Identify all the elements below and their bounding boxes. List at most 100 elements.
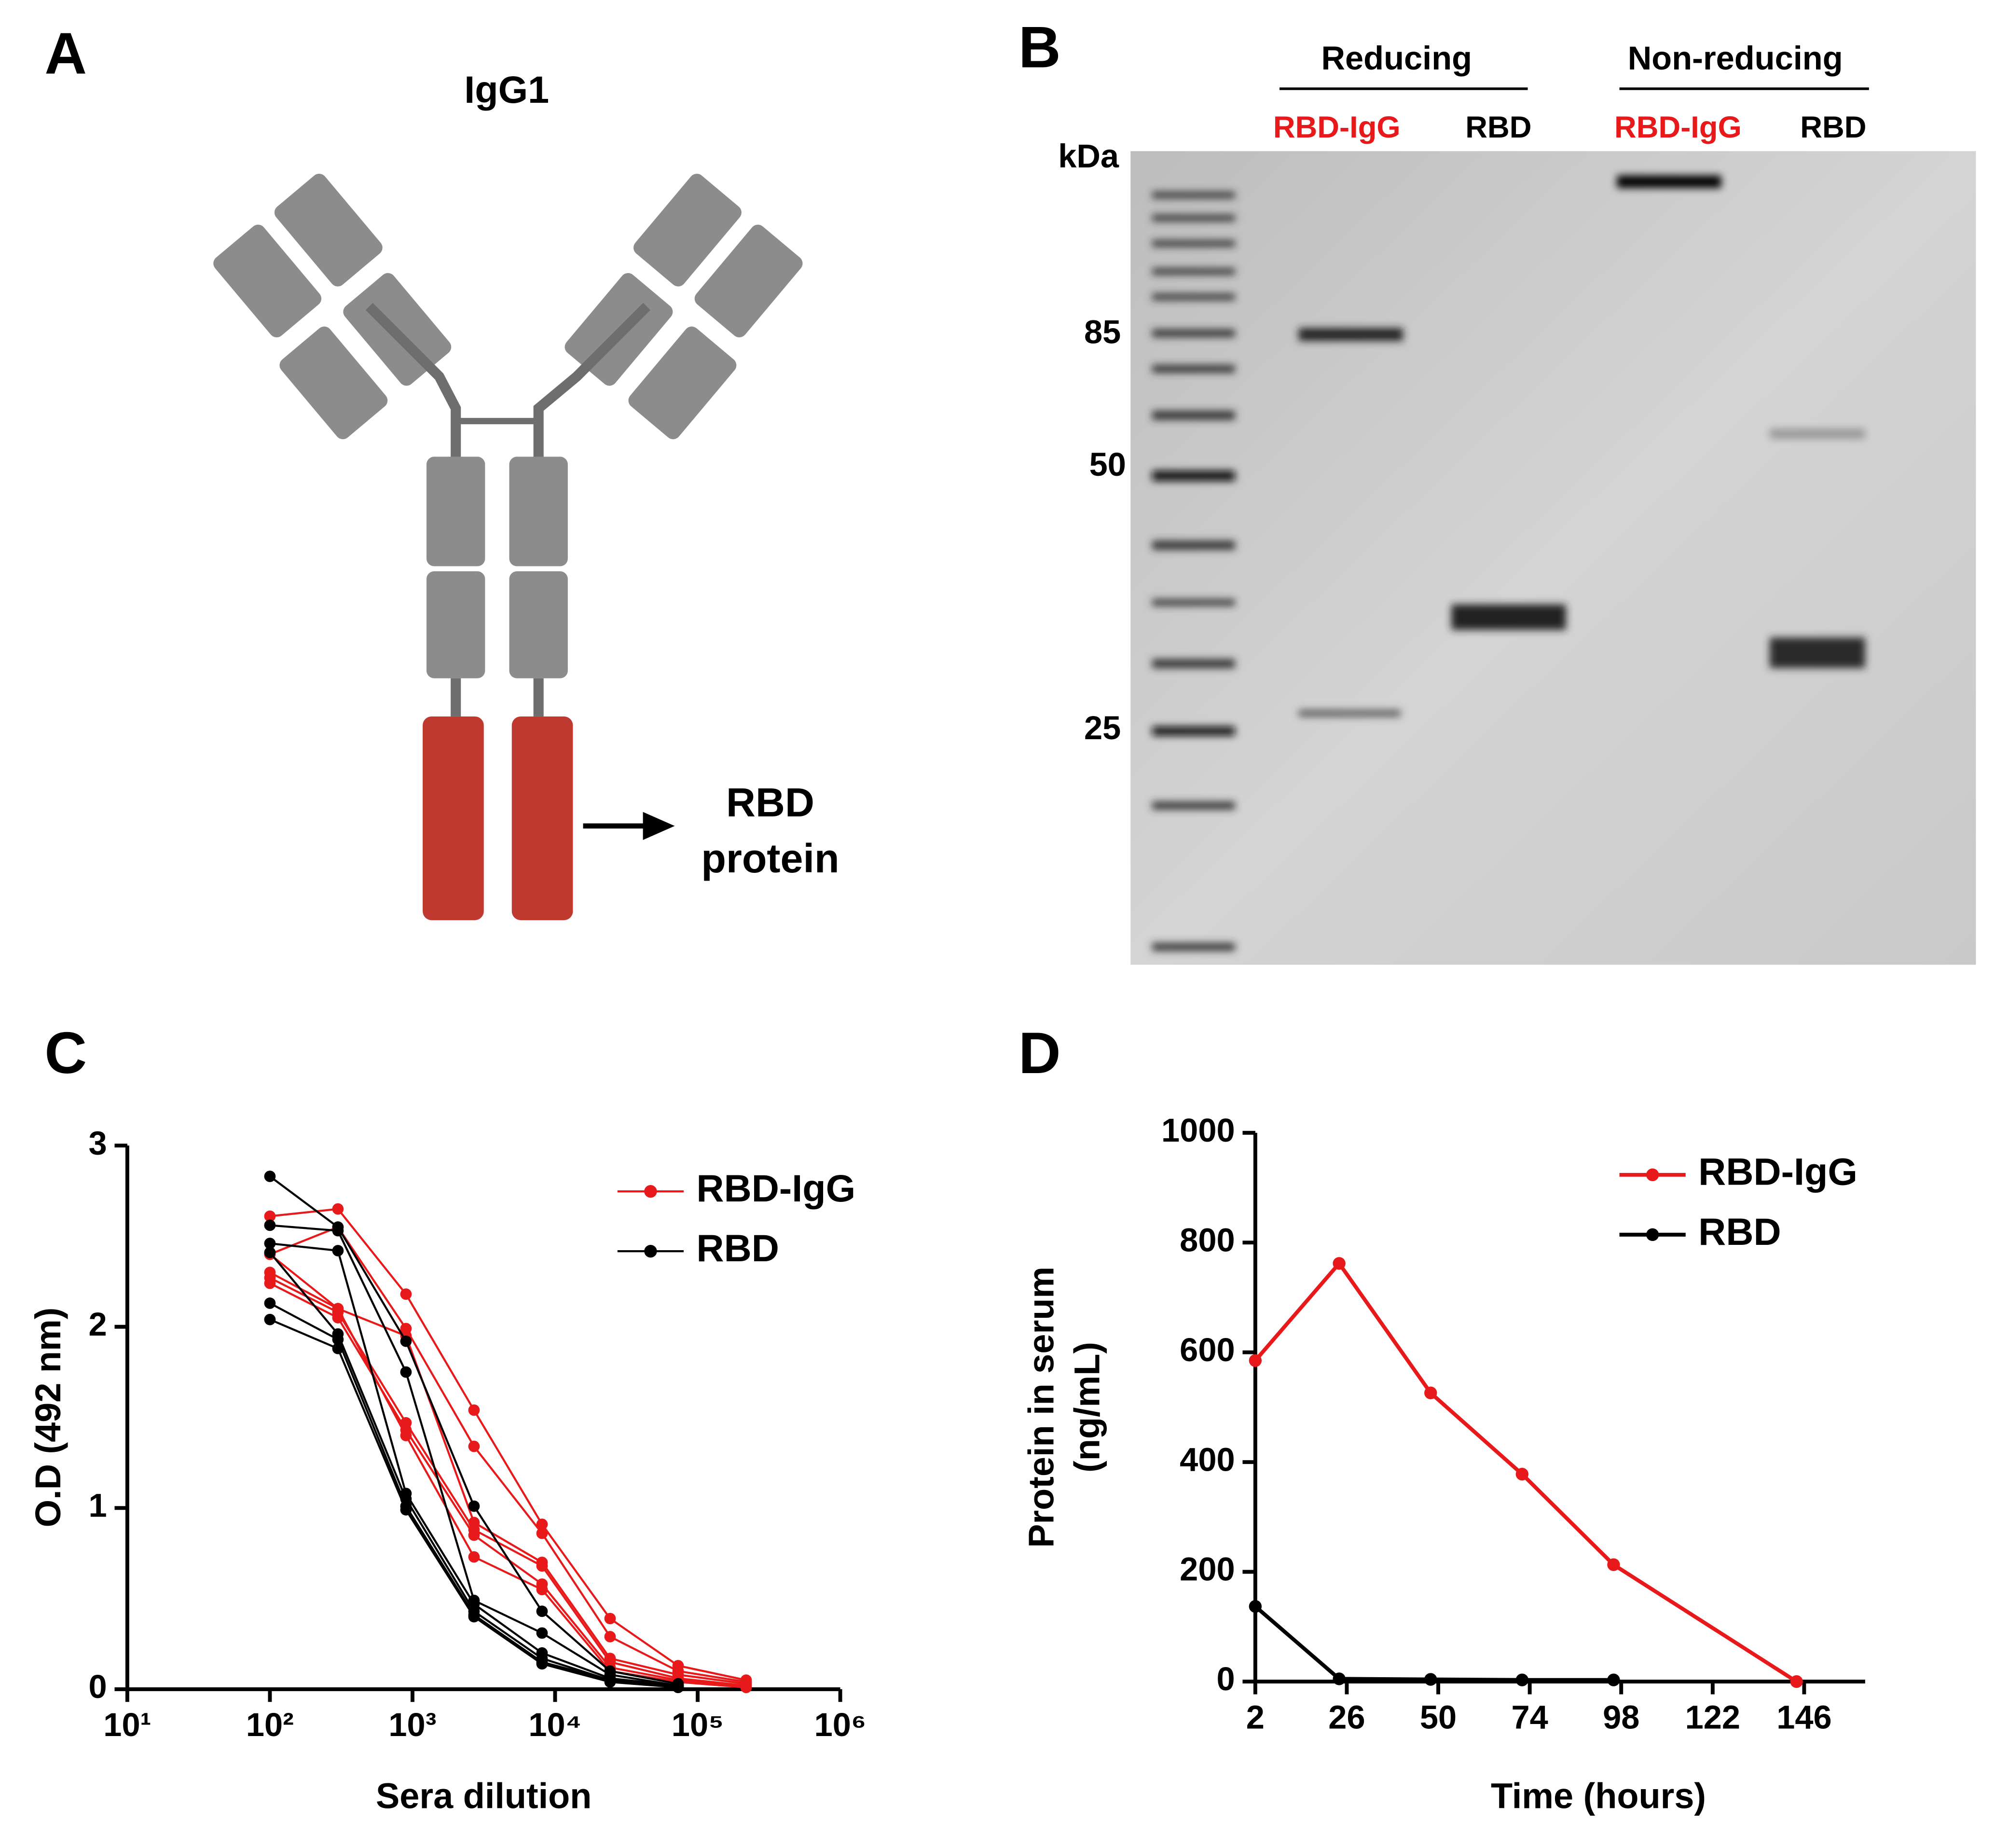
data-point [604, 1631, 616, 1642]
data-line [269, 1226, 746, 1683]
legend-label: RBD-IgG [1698, 1150, 1857, 1193]
data-point [468, 1500, 480, 1512]
data-line [1254, 1605, 1614, 1682]
x-tick-label: 26 [1328, 1698, 1365, 1736]
y-tick-label: 1000 [1161, 1112, 1235, 1149]
y-tick-label: 800 [1180, 1221, 1235, 1258]
x-axis-title: Time (hours) [1491, 1776, 1706, 1816]
data-point [400, 1288, 412, 1300]
y-tick-label: 3 [89, 1124, 107, 1161]
data-point [604, 1613, 616, 1625]
y-axis-title: Protein in serum [1021, 1267, 1061, 1548]
data-line [269, 1271, 746, 1685]
x-tick-label: 98 [1603, 1698, 1639, 1736]
y-tick-label: 400 [1180, 1441, 1235, 1478]
data-point [1249, 1354, 1262, 1367]
data-point [264, 1238, 276, 1249]
data-point [1249, 1600, 1262, 1613]
data-line [269, 1302, 678, 1689]
data-point [468, 1551, 480, 1563]
data-point [400, 1504, 412, 1516]
data-point [332, 1245, 344, 1256]
marker-label: 50 [1089, 446, 1126, 483]
data-point [536, 1584, 548, 1596]
data-line [270, 1208, 746, 1682]
data-point [264, 1210, 276, 1222]
x-tick-label: 146 [1776, 1698, 1831, 1736]
data-point [332, 1342, 344, 1354]
data-point [672, 1682, 684, 1694]
marker-label: 25 [1084, 709, 1121, 746]
x-tick-label: 10⁴ [528, 1706, 581, 1743]
data-point [604, 1676, 616, 1688]
antibody-diagram: IgG1 RBD protein [213, 68, 839, 921]
x-tick-label: 10¹ [103, 1706, 151, 1743]
data-point [332, 1334, 344, 1345]
lane-label: RBD [1465, 110, 1531, 144]
data-point [264, 1219, 276, 1231]
data-point [1790, 1675, 1803, 1688]
data-point [264, 1313, 276, 1325]
data-point [264, 1297, 276, 1309]
gel-group: Reducing [1321, 40, 1472, 77]
legend-label: RBD [1698, 1210, 1781, 1253]
x-tick-label: 50 [1420, 1698, 1457, 1736]
x-tick-label: 10⁶ [814, 1706, 867, 1743]
y-axis-title: (ng/mL) [1067, 1342, 1107, 1473]
diagram-title: IgG1 [464, 68, 549, 111]
panel-label: D [1018, 1020, 1061, 1086]
y-tick-label: 0 [1216, 1660, 1235, 1697]
legend-label: RBD-IgG [696, 1167, 855, 1210]
data-point [536, 1528, 548, 1539]
data-point [740, 1682, 752, 1694]
panel-label: C [44, 1020, 87, 1086]
panel-label: A [44, 21, 87, 86]
chart: 0 200 400 600 800 1000 2 26 50 74 98 122 146 Time (ho… [1021, 1112, 1865, 1816]
data-point [1515, 1467, 1529, 1481]
x-axis-title: Sera dilution [376, 1776, 592, 1816]
data-point [332, 1225, 344, 1237]
legend-marker [1646, 1228, 1659, 1241]
data-line [269, 1253, 746, 1689]
legend-marker [644, 1244, 657, 1258]
y-axis-title: O.D (492 nm) [28, 1308, 68, 1528]
y-tick-label: 600 [1180, 1331, 1235, 1368]
data-point [536, 1560, 548, 1572]
gel-group: Non-reducing [1628, 40, 1843, 77]
lane-label: RBD-IgG [1614, 110, 1742, 144]
data-point [1424, 1386, 1437, 1400]
data-point [332, 1203, 344, 1215]
data-point [1607, 1673, 1620, 1686]
y-tick-label: 2 [89, 1306, 107, 1343]
data-point [400, 1335, 412, 1347]
data-point [536, 1627, 548, 1639]
diagram-label: protein [701, 836, 839, 881]
data-point [536, 1605, 548, 1617]
data-point [1424, 1673, 1437, 1686]
data-point [536, 1658, 548, 1670]
x-tick-label: 122 [1685, 1698, 1740, 1736]
data-point [536, 1518, 548, 1531]
chart: 0 1 2 3 10¹ 10² 10³ 10⁴ 10⁵ 10⁶ Sera dilution O.D (… [28, 1124, 866, 1816]
data-point [264, 1277, 276, 1289]
x-tick-label: 10² [246, 1706, 294, 1743]
legend-marker [1646, 1168, 1659, 1182]
x-tick-label: 74 [1511, 1698, 1548, 1736]
data-point [400, 1366, 412, 1378]
y-tick-label: 1 [89, 1487, 107, 1524]
y-tick-label: 0 [89, 1668, 107, 1705]
y-tick-label: 200 [1180, 1551, 1235, 1588]
data-point [1333, 1257, 1346, 1270]
data-point [264, 1246, 276, 1258]
x-tick-label: 10³ [388, 1706, 436, 1743]
data-point [468, 1440, 480, 1452]
x-tick-label: 10⁵ [672, 1706, 724, 1743]
data-point [1515, 1673, 1529, 1686]
x-tick-label: 2 [1246, 1698, 1265, 1736]
gel [1130, 151, 1976, 965]
diagram-label: RBD [726, 780, 814, 825]
marker-label: 85 [1084, 313, 1121, 350]
data-point [1607, 1558, 1620, 1572]
